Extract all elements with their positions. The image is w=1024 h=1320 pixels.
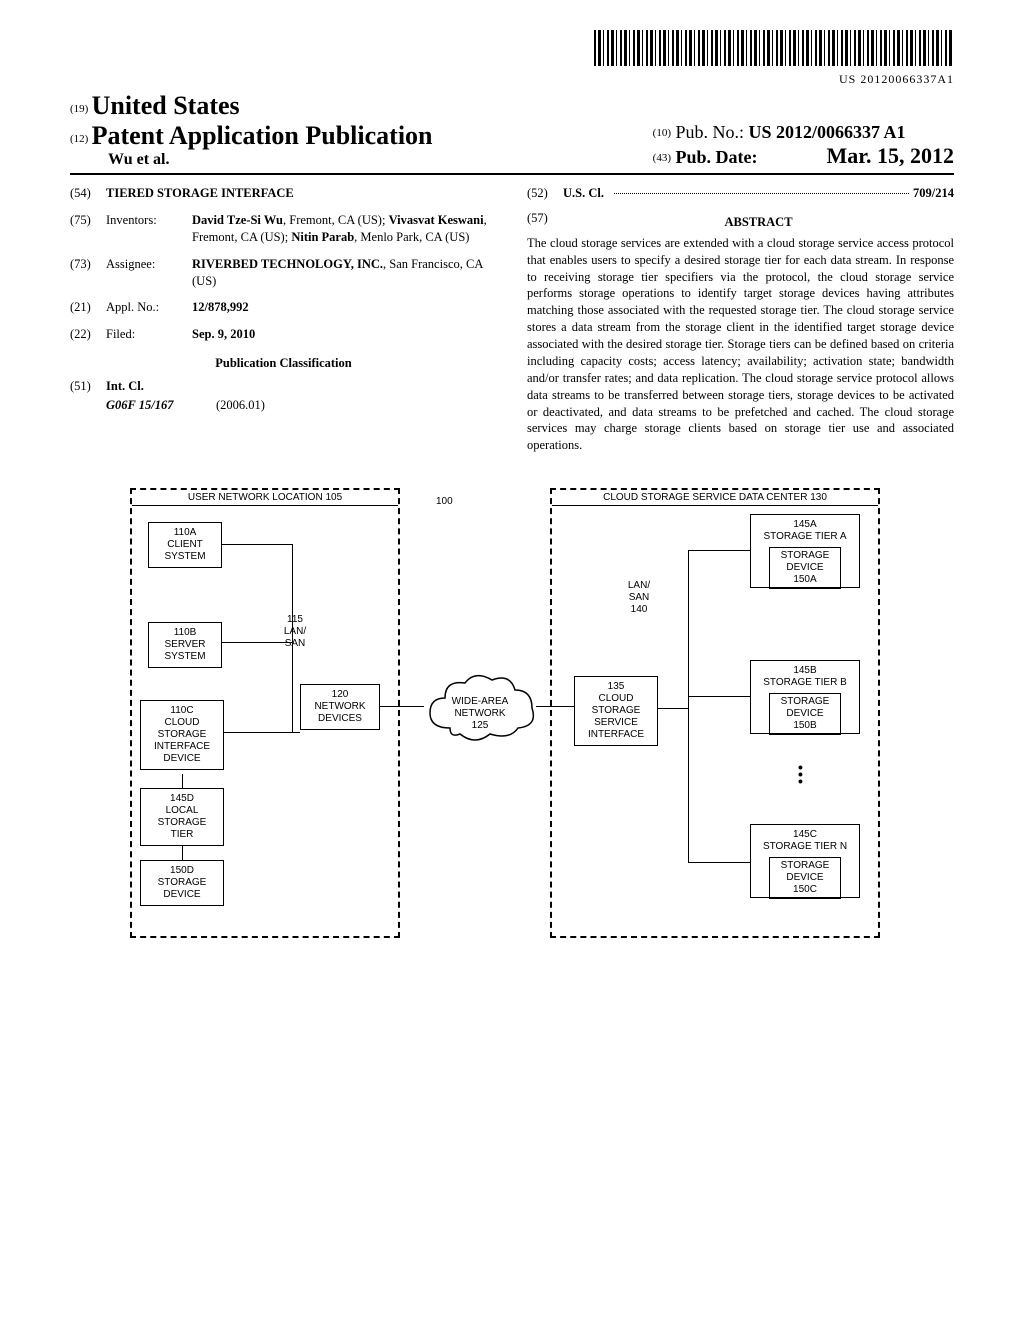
wan-text: WIDE-AREANETWORK125	[420, 696, 540, 732]
uscl-val: 709/214	[913, 185, 954, 202]
figure-1: 100 USER NETWORK LOCATION 105 110ACLIENT…	[70, 484, 954, 954]
cloud-storage-interface-device: 110CCLOUDSTORAGEINTERFACEDEVICE	[140, 700, 224, 770]
assignee-label: Assignee:	[106, 256, 192, 290]
filed-label: Filed:	[106, 326, 192, 343]
server-system: 110BSERVERSYSTEM	[148, 622, 222, 668]
data-center-label: CLOUD STORAGE SERVICE DATA CENTER 130	[552, 490, 878, 506]
pub-type-code: (12)	[70, 133, 88, 145]
country-code: (19)	[70, 103, 88, 115]
barcode-number: US 20120066337A1	[70, 72, 954, 87]
header: (19) United States (12) Patent Applicati…	[70, 91, 954, 175]
user-loc-label: USER NETWORK LOCATION 105	[132, 490, 398, 506]
intcl-label: Int. Cl.	[106, 378, 144, 395]
inventors-label: Inventors:	[106, 212, 192, 246]
abstract-code: (57)	[527, 210, 563, 235]
filed: Sep. 9, 2010	[192, 326, 497, 343]
client-system: 110ACLIENTSYSTEM	[148, 522, 222, 568]
inventors-code: (75)	[70, 212, 106, 246]
biblio-columns: (54) TIERED STORAGE INTERFACE (75) Inven…	[70, 185, 954, 454]
pub-type: Patent Application Publication	[92, 121, 433, 150]
wan-cloud: WIDE-AREANETWORK125	[420, 668, 540, 748]
assignee-code: (73)	[70, 256, 106, 290]
appl-no: 12/878,992	[192, 299, 497, 316]
storage-tier-a: 145ASTORAGE TIER A STORAGEDEVICE150A	[750, 514, 860, 588]
ellipsis-icon: •••	[798, 764, 803, 785]
pub-date-code: (43)	[653, 152, 671, 164]
cloud-storage-service-interface: 135CLOUDSTORAGESERVICEINTERFACE	[574, 676, 658, 746]
pub-no-label: Pub. No.:	[675, 122, 744, 142]
pub-no: US 2012/0066337 A1	[749, 122, 906, 142]
ref-100: 100	[436, 496, 453, 508]
filed-code: (22)	[70, 326, 106, 343]
storage-tier-n: 145CSTORAGE TIER N STORAGEDEVICE150C	[750, 824, 860, 898]
intcl-val: G06F 15/167	[106, 397, 216, 414]
intcl-code: (51)	[70, 378, 106, 395]
uscl-code: (52)	[527, 185, 563, 202]
uscl-label: U.S. Cl.	[563, 185, 610, 202]
local-storage-tier: 145DLOCALSTORAGETIER	[140, 788, 224, 846]
pub-no-code: (10)	[653, 127, 671, 139]
assignee: RIVERBED TECHNOLOGY, INC., San Francisco…	[192, 256, 497, 290]
abstract-title: ABSTRACT	[563, 214, 954, 231]
appl-code: (21)	[70, 299, 106, 316]
abstract: The cloud storage services are extended …	[527, 235, 954, 454]
title: TIERED STORAGE INTERFACE	[106, 185, 294, 202]
title-code: (54)	[70, 185, 106, 202]
storage-tier-b: 145BSTORAGE TIER B STORAGEDEVICE150B	[750, 660, 860, 734]
lan-san-115: 115LAN/SAN	[270, 614, 320, 650]
network-devices: 120NETWORKDEVICES	[300, 684, 380, 730]
appl-label: Appl. No.:	[106, 299, 192, 316]
lan-san-140: LAN/SAN140	[616, 580, 662, 616]
country: United States	[92, 91, 240, 120]
author: Wu et al.	[108, 151, 433, 169]
barcode	[594, 30, 954, 66]
uscl-dots	[614, 193, 909, 194]
pub-date: Mar. 15, 2012	[826, 143, 954, 168]
pub-date-label: Pub. Date:	[675, 147, 757, 167]
pub-class-title: Publication Classification	[70, 355, 497, 372]
intcl-year: (2006.01)	[216, 397, 265, 414]
barcode-area: US 20120066337A1	[70, 30, 954, 87]
inventors: David Tze-Si Wu, Fremont, CA (US); Vivas…	[192, 212, 497, 246]
storage-device-150d: 150DSTORAGEDEVICE	[140, 860, 224, 906]
